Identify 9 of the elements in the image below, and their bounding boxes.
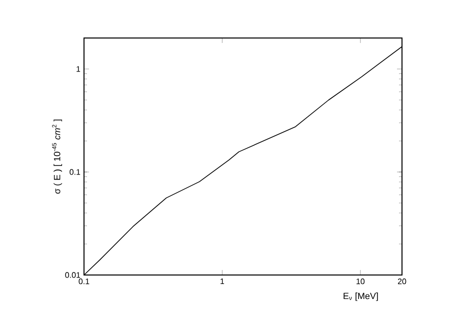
x-tick-label: 0.1	[78, 278, 90, 284]
x-tick-label: 20	[398, 278, 406, 284]
y-tick-label: 1	[76, 66, 80, 72]
x-tick-label: 10	[356, 278, 365, 284]
x-tick-label: 1	[220, 278, 224, 284]
y-tick-label: 0.01	[65, 272, 80, 278]
x-axis-title: E$_{ν}$ [MeV]	[344, 292, 378, 301]
y-tick-label: 0.1	[70, 169, 80, 175]
y-axis-title: σ ( E ) [ 10$^{-45}$ cm$^{2}$ ]	[52, 120, 62, 194]
